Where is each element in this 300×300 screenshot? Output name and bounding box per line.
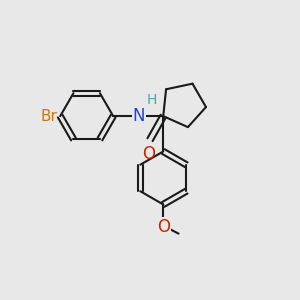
Text: O: O <box>157 218 170 236</box>
Text: O: O <box>142 145 155 163</box>
Text: H: H <box>147 93 158 107</box>
Text: N: N <box>133 107 145 125</box>
Text: Br: Br <box>41 109 58 124</box>
